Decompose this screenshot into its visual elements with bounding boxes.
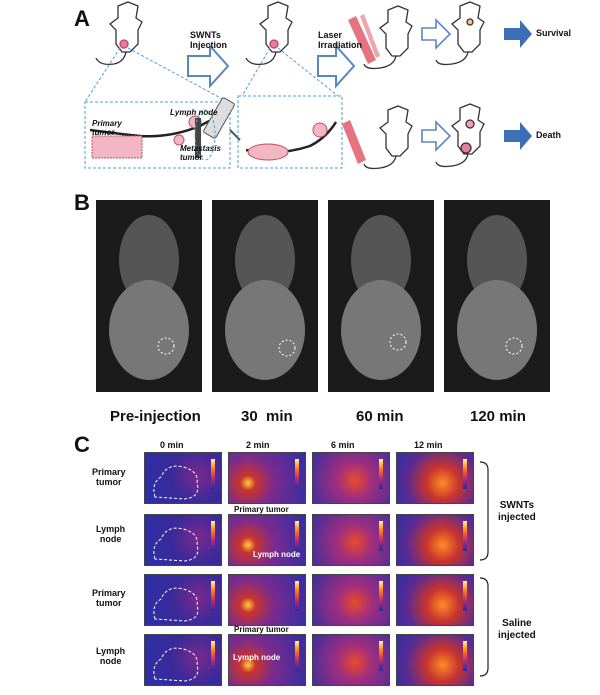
- thermal-colorbar: [379, 581, 383, 611]
- row-label-lymph-node-1: Lymph node: [96, 524, 126, 544]
- time-label-60min: 60 min: [356, 408, 404, 425]
- thermal-colorbar: [211, 581, 215, 611]
- thermal-colorbar: [379, 459, 383, 489]
- thermal-colorbar: [295, 641, 299, 671]
- thermal-image-r2-c1: [144, 514, 222, 566]
- laser-beam-bottom: [342, 120, 366, 164]
- thermal-colorbar: [379, 521, 383, 551]
- thermal-colorbar: [463, 581, 467, 611]
- mouse-illustration-1: [95, 1, 143, 66]
- time-header-0min: 0 min: [160, 440, 184, 450]
- panel-c-letter: C: [74, 432, 90, 457]
- thermal-image-r3-c2: [228, 574, 306, 626]
- thermal-image-r2-c4: [396, 514, 474, 566]
- thermal-image-r2-c2: [228, 514, 306, 566]
- outcome-survival-label: Survival: [536, 28, 572, 38]
- thermal-image-r4-c1: [144, 634, 222, 686]
- panel-a-letter: A: [74, 6, 90, 31]
- thermal-image-r4-c2: [228, 634, 306, 686]
- time-label-120min: 120 min: [470, 408, 526, 425]
- panel-a-schematic: [84, 1, 532, 170]
- tumor-outline: [153, 465, 199, 500]
- mouse-illustration-5: [363, 105, 413, 170]
- laser-irradiation-label: Laser Irradiation: [318, 30, 363, 50]
- thermal-image-r1-c3: [312, 452, 390, 504]
- mri-image-pre-injection: [96, 200, 202, 392]
- thermal-colorbar: [211, 641, 215, 671]
- outcome-death-label: Death: [536, 130, 562, 140]
- annotation-lymph-node-2: Lymph node: [233, 653, 281, 662]
- time-header-12min: 12 min: [414, 440, 443, 450]
- thermal-image-r4-c3: [312, 634, 390, 686]
- thermal-image-r3-c1: [144, 574, 222, 626]
- thermal-image-r4-c4: [396, 634, 474, 686]
- thermal-colorbar: [211, 521, 215, 551]
- thermal-colorbar: [295, 581, 299, 611]
- thermal-colorbar: [295, 459, 299, 489]
- thermal-image-r1-c1: [144, 452, 222, 504]
- mri-image-30min: [212, 200, 318, 392]
- thermal-colorbar: [295, 521, 299, 551]
- mouse-illustration-4: [435, 1, 485, 66]
- thermal-image-r3-c4: [396, 574, 474, 626]
- panel-b-letter: B: [74, 190, 90, 215]
- thermal-colorbar: [463, 521, 467, 551]
- group-brackets: [479, 461, 489, 677]
- row-label-lymph-node-2: Lymph node: [96, 646, 126, 666]
- mri-image-60min: [328, 200, 434, 392]
- time-label-30min: 30 min: [241, 408, 293, 425]
- tumor-outline: [153, 647, 199, 682]
- inset-lymph-node-label: Lymph node: [170, 108, 218, 117]
- thermal-colorbar: [211, 459, 215, 489]
- row-label-primary-tumor-2: Primary tumor: [92, 588, 126, 608]
- time-header-6min: 6 min: [331, 440, 355, 450]
- laser-beam-top: [348, 14, 380, 64]
- mouse-illustration-6: [435, 103, 485, 168]
- time-header-2min: 2 min: [246, 440, 270, 450]
- inset-primary-tumor-label: Primary tumor: [92, 119, 122, 137]
- annotation-primary-tumor-2: Primary tumor: [234, 625, 289, 634]
- annotation-lymph-node-1: Lymph node: [253, 550, 301, 559]
- group-label-saline: Saline injected: [498, 618, 536, 641]
- mouse-illustration-3: [363, 5, 413, 70]
- swnts-injection-label: SWNTs Injection: [190, 30, 228, 50]
- tumor-outline: [153, 587, 199, 622]
- thermal-colorbar: [379, 641, 383, 671]
- mri-image-120min: [444, 200, 550, 392]
- thermal-image-r2-c3: [312, 514, 390, 566]
- thermal-image-r1-c2: [228, 452, 306, 504]
- tumor-outline: [153, 527, 199, 562]
- thermal-image-r1-c4: [396, 452, 474, 504]
- thermal-colorbar: [463, 459, 467, 489]
- annotation-primary-tumor-1: Primary tumor: [234, 505, 289, 514]
- group-label-swnts: SWNTs injected: [498, 500, 536, 523]
- syringe-icon: [195, 97, 241, 158]
- time-label-pre-injection: Pre-injection: [110, 408, 201, 425]
- row-label-primary-tumor-1: Primary tumor: [92, 467, 126, 487]
- inset-metastasis-label: Metastasis tumor: [180, 144, 221, 162]
- thermal-image-r3-c3: [312, 574, 390, 626]
- mouse-illustration-2: [245, 1, 293, 66]
- thermal-colorbar: [463, 641, 467, 671]
